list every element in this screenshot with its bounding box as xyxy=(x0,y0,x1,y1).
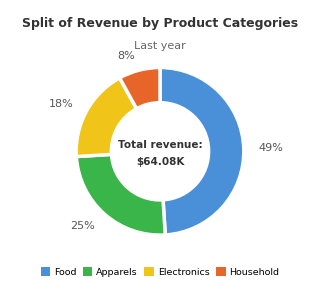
Text: 18%: 18% xyxy=(49,99,73,109)
Text: 25%: 25% xyxy=(70,221,95,230)
Wedge shape xyxy=(160,68,244,235)
Text: Total revenue:: Total revenue: xyxy=(118,140,202,150)
Text: $64.08K: $64.08K xyxy=(136,157,184,167)
Wedge shape xyxy=(120,68,160,109)
Text: Split of Revenue by Product Categories: Split of Revenue by Product Categories xyxy=(22,17,298,31)
Text: 49%: 49% xyxy=(259,143,284,153)
Legend: Food, Apparels, Electronics, Household: Food, Apparels, Electronics, Household xyxy=(37,264,283,281)
Text: 8%: 8% xyxy=(118,51,135,61)
Text: Last year: Last year xyxy=(134,41,186,51)
Wedge shape xyxy=(76,154,165,235)
Wedge shape xyxy=(76,78,137,157)
